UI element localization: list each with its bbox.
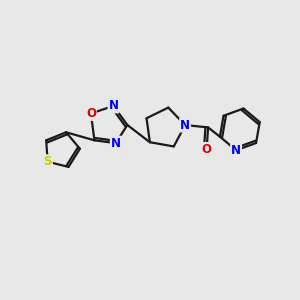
Text: N: N [111, 136, 121, 150]
Text: S: S [44, 155, 52, 168]
Text: O: O [202, 143, 212, 156]
Text: N: N [180, 118, 190, 131]
Text: N: N [109, 99, 118, 112]
Text: O: O [86, 107, 96, 120]
Text: N: N [231, 144, 241, 157]
